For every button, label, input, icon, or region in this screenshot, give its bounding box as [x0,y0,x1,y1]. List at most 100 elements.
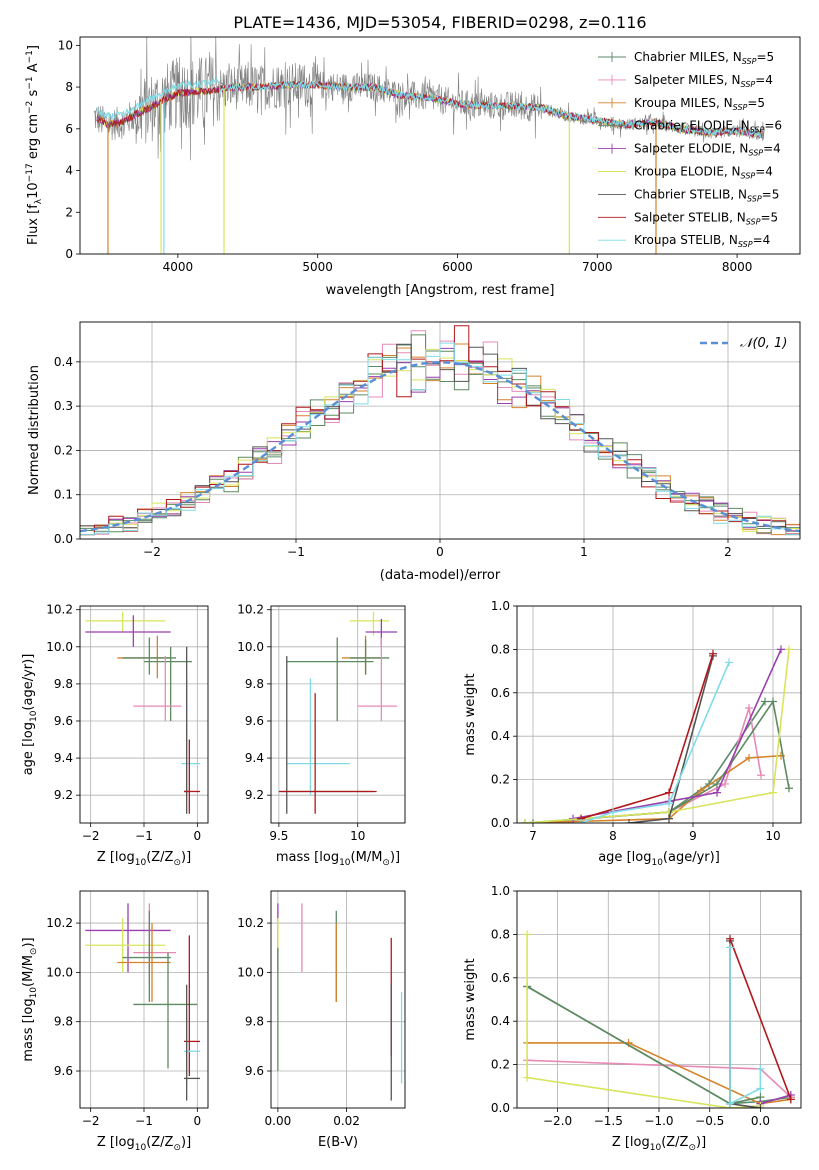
weight-point-marker [529,819,537,823]
axes-frame [79,36,801,255]
y-axis-label-part: ] [26,45,41,50]
y-tick-label: 1.0 [491,599,510,613]
legend-entry-sub: SSP [747,194,762,203]
y-tick-label: 9.8 [245,677,264,691]
weight-point-marker [756,1064,765,1073]
x-tick-label: −1 [287,545,305,559]
y-tick-label: 1.0 [491,884,510,898]
weight-series-line [729,947,762,1105]
x-axis-label-part: 10 [339,858,351,868]
x-tick-label: 0.02 [333,1114,360,1128]
x-tick-label: 0 [194,1114,202,1128]
weight-series-line [760,1094,792,1105]
y-axis-label: mass weight [463,958,478,1040]
legend-entry-value: =4 [753,233,771,247]
weight-point-marker [745,753,753,762]
weight-point-marker [665,788,673,797]
x-tick-label: 9.5 [269,829,288,843]
x-tick-label: 0.00 [265,1114,292,1128]
plot-area [277,903,403,1101]
y-axis-label-part: )] [21,937,36,947]
x-axis-label: Z [log10(Z/Z⊙)] [612,1135,706,1153]
plot-area [80,325,800,536]
y-axis-label-part: −1 [25,76,35,89]
x-axis-label-part: )] [696,1135,706,1150]
x-axis-label-part: (age/yr)] [663,850,720,865]
y-tick-label: 9.2 [245,788,264,802]
x-tick-label: −0.5 [695,1114,724,1128]
weight_vs_Z-panel: −2.0 −1.5 −1.0 −0.5 0.0 0.0 0.2 0.4 0.6 0.8 1.0 Z [… [463,884,802,1153]
x-tick-label: −1.5 [594,1114,623,1128]
y-axis-label-part: −2 [25,101,35,114]
data-spectrum-line [93,37,765,161]
y-axis-label: age [log10(age/yr)] [21,654,39,776]
x-axis-label-part: age [log [598,850,651,865]
y-tick-label: 9.4 [245,751,264,765]
weight-point-marker [785,645,793,654]
x-tick-label: 7 [529,829,537,843]
y-tick-label: 9.6 [245,1064,264,1078]
y-axis-label-part: Flux [f [26,204,41,245]
y-tick-label: 4 [65,164,73,178]
y-tick-label: 0 [65,247,73,261]
legend-entry-sub: SSP [741,172,756,181]
y-tick-label: 0.4 [491,729,510,743]
y-axis-label-part: A [26,63,41,76]
axes-frame [270,890,406,1109]
y-tick-label: 0.6 [491,971,510,985]
legend-entry-text: Kroupa ELODIE, N [634,165,741,179]
x-tick-label: −1 [135,829,153,843]
x-axis-label: mass [log10(M/M⊙)] [276,850,400,868]
weight-point-marker [761,697,769,706]
y-tick-label: 0.3 [54,399,73,413]
legend-entry-text: Salpeter STELIB, N [634,210,746,224]
weight-point-marker [625,819,633,823]
legend-entry: Kroupa STELIB, NSSP=4 [634,233,770,249]
axes-frame [516,605,802,824]
plot-area [521,645,793,823]
x-axis-label-part: 10 [651,858,663,868]
weight-series-line [729,940,761,1108]
weight-point-marker [523,930,532,939]
x-tick-label: 8 [609,829,617,843]
y-tick-label: 10.0 [237,640,264,654]
weight-point-marker [709,649,717,658]
y-axis-label-part: erg cm [26,114,41,163]
weight-point-marker [757,771,765,780]
x-axis-label-part: Z [log [97,850,135,865]
mass_vs_EBV-panel: 0.00 0.02 9.6 9.8 10.0 10.2 E(B-V) [237,890,406,1150]
x-axis-label-part: Z [log [97,1135,135,1150]
x-tick-label: −2 [82,829,100,843]
y-tick-label: 10.0 [46,640,73,654]
y-tick-label: 0.1 [54,488,73,502]
x-axis-label-part: ⊙ [688,1143,696,1153]
x-axis-label-part: 10 [135,858,147,868]
y-tick-label: 10.0 [46,965,73,979]
y-axis-label: Normed distribution [27,365,42,495]
weight-point-marker [756,1084,765,1093]
y-tick-label: 0.2 [54,443,73,457]
x-tick-label: 10 [350,829,365,843]
y-tick-label: 8 [65,80,73,94]
legend-entry-text: Chabrier STELIB, N [634,187,747,201]
x-tick-label: 8000 [722,260,753,274]
y-axis-label-part: s [26,89,41,100]
legend-entry-sub: SSP [742,57,757,66]
x-axis-label-part: (M/M [351,850,383,865]
age_vs_Z-panel: −2 −1 09.29.49.69.810.010.2Z [log10(Z/Z⊙)]… [21,603,209,868]
legend-entry: Chabrier ELODIE, NSSP=6 [634,119,782,135]
y-tick-label: 10.2 [46,916,73,930]
x-tick-label: 2 [724,545,732,559]
y-axis-label-part: mass [log [21,998,36,1061]
x-tick-label: −1.0 [644,1114,673,1128]
x-axis-label-part: ⊙ [173,858,181,868]
y-tick-label: 9.8 [54,1015,73,1029]
legend-entry: Kroupa ELODIE, NSSP=4 [634,165,773,181]
x-tick-label: −2 [143,545,161,559]
plot-area [278,611,398,814]
x-tick-label: −2 [82,1114,100,1128]
y-axis-label-part: age [log [21,722,36,775]
model-spectrum-line [96,76,763,138]
y-axis-label: mass weight [463,673,478,755]
